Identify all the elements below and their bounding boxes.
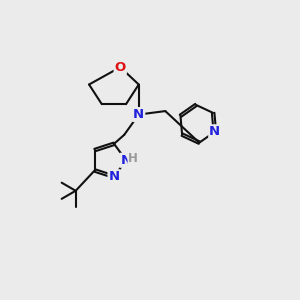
Text: H: H: [128, 152, 138, 165]
Text: N: N: [109, 170, 120, 183]
Text: N: N: [133, 108, 144, 121]
Text: N: N: [121, 154, 132, 167]
Text: O: O: [115, 61, 126, 74]
Text: N: N: [209, 125, 220, 138]
